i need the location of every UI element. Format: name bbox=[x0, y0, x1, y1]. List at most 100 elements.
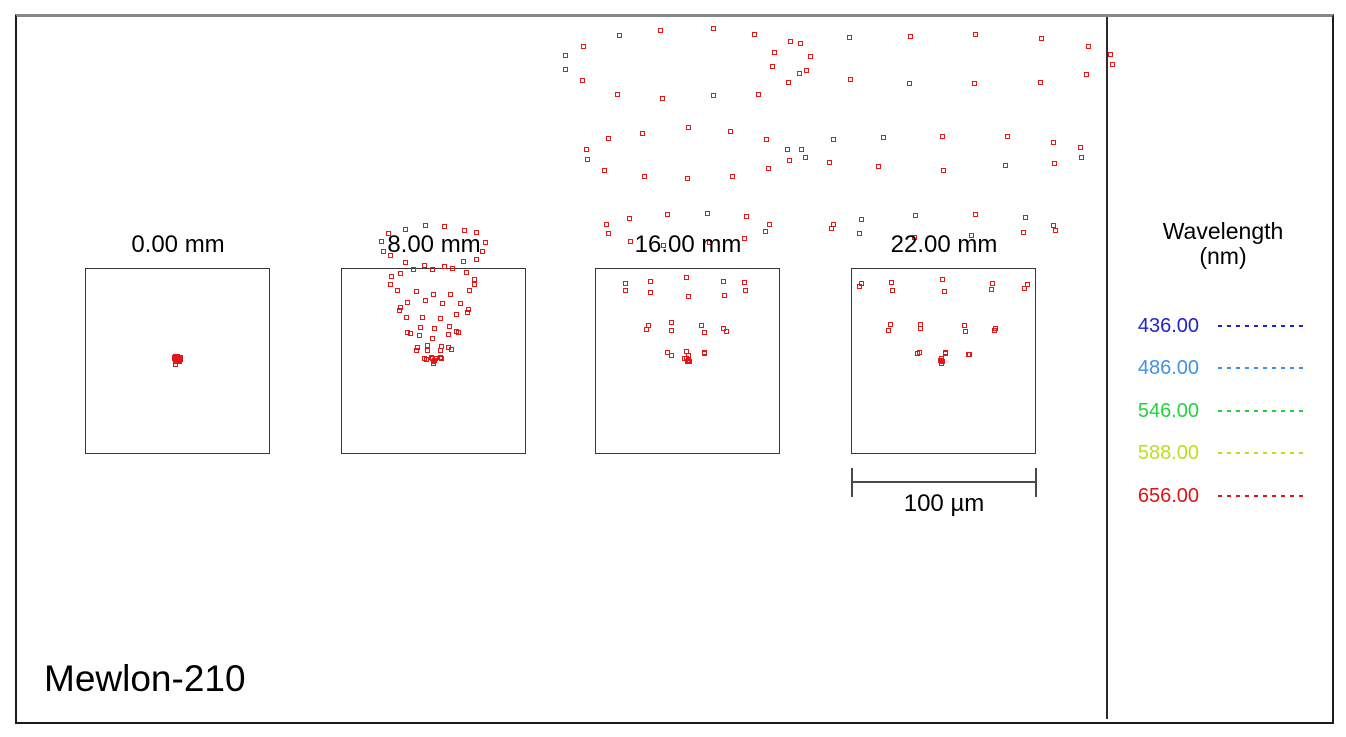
spot-dot bbox=[940, 359, 946, 365]
spot-dot bbox=[472, 282, 478, 288]
spot-dot bbox=[381, 248, 387, 254]
spot-dot bbox=[799, 147, 805, 153]
spot-dot bbox=[886, 328, 892, 333]
legend-entry-546: 546.00 bbox=[1117, 399, 1329, 423]
spot-dot bbox=[804, 67, 810, 73]
spot-dot bbox=[915, 350, 921, 356]
spot-dot bbox=[414, 345, 420, 351]
spot-dot bbox=[388, 273, 394, 279]
spot-dot bbox=[175, 358, 181, 363]
spot-dot bbox=[430, 291, 436, 297]
spot-dot bbox=[581, 43, 587, 49]
spot-dot bbox=[425, 348, 430, 354]
spot-dot bbox=[438, 355, 444, 361]
spot-dot bbox=[403, 227, 409, 233]
spot-dot bbox=[461, 258, 467, 264]
spot-dot bbox=[858, 216, 864, 222]
scale-bar-line bbox=[851, 481, 1037, 483]
spot-dot bbox=[972, 212, 978, 218]
spot-dot bbox=[422, 297, 428, 303]
spot-dot bbox=[797, 70, 803, 76]
spot-dot bbox=[722, 293, 728, 299]
spot-dot bbox=[395, 287, 400, 293]
spot-dot bbox=[425, 343, 431, 349]
spot-dot bbox=[474, 230, 479, 236]
spot-dot bbox=[1078, 144, 1084, 150]
spot-dot bbox=[423, 223, 429, 229]
legend-dash-line bbox=[1218, 367, 1307, 369]
spot-dot bbox=[880, 134, 886, 140]
field-label-0: 0.00 mm bbox=[131, 231, 225, 258]
spot-dot bbox=[1107, 52, 1113, 58]
spot-dot bbox=[404, 315, 410, 321]
spot-dot bbox=[1023, 215, 1028, 220]
legend-dash-line bbox=[1218, 452, 1307, 454]
spot-dot bbox=[627, 216, 633, 222]
spot-dot bbox=[741, 280, 747, 286]
spot-dot bbox=[1083, 72, 1089, 77]
spot-dot bbox=[456, 329, 462, 335]
spot-dot bbox=[1021, 285, 1027, 291]
spot-dot bbox=[907, 33, 913, 39]
legend-wavelength-value: 656.00 bbox=[1137, 485, 1199, 507]
spot-dot bbox=[828, 226, 834, 231]
legend-entry-486: 486.00 bbox=[1117, 356, 1329, 380]
spot-dot bbox=[417, 324, 423, 330]
spot-dot bbox=[439, 343, 445, 349]
spot-dot bbox=[972, 31, 978, 37]
spot-dot bbox=[1079, 154, 1085, 160]
spot-dot bbox=[741, 235, 747, 241]
spot-dot bbox=[831, 222, 837, 228]
spot-dot bbox=[876, 164, 882, 170]
spot-dot bbox=[562, 53, 568, 59]
spot-dot bbox=[1050, 139, 1056, 145]
spot-dot bbox=[647, 279, 653, 285]
spot-dot bbox=[772, 50, 778, 56]
spot-dot bbox=[755, 91, 761, 97]
spot-dot bbox=[429, 356, 435, 362]
legend-wavelength-value: 436.00 bbox=[1137, 315, 1199, 337]
plot-frame bbox=[15, 14, 1334, 724]
spot-dot bbox=[686, 125, 691, 131]
spot-dot bbox=[968, 232, 974, 238]
scale-bar-right-tick bbox=[1035, 468, 1037, 497]
spot-dot bbox=[912, 212, 918, 218]
spot-dot bbox=[684, 348, 690, 354]
spot-dot bbox=[482, 239, 488, 245]
spot-dot bbox=[601, 167, 607, 173]
spot-dot bbox=[402, 260, 408, 266]
spot-dot bbox=[385, 231, 391, 237]
legend-entry-588: 588.00 bbox=[1117, 441, 1329, 465]
spot-dot bbox=[658, 27, 663, 33]
spot-dot bbox=[1038, 35, 1044, 41]
spot-dot bbox=[847, 34, 853, 40]
spot-dot bbox=[659, 95, 665, 101]
legend-entry-436: 436.00 bbox=[1117, 314, 1329, 338]
spot-dot bbox=[888, 321, 894, 327]
reference-box-field-0 bbox=[85, 268, 270, 454]
spot-dot bbox=[407, 331, 413, 337]
spot-dot bbox=[942, 289, 948, 294]
spot-dot bbox=[808, 54, 814, 59]
spot-dot bbox=[627, 239, 633, 244]
spot-dot bbox=[989, 287, 995, 293]
spot-dot bbox=[457, 300, 463, 306]
spot-dot bbox=[604, 221, 610, 227]
spot-dot bbox=[584, 156, 590, 162]
legend-wavelength-value: 588.00 bbox=[1137, 442, 1199, 464]
spot-dot bbox=[826, 159, 832, 165]
spot-dot bbox=[643, 326, 649, 332]
spot-dot bbox=[724, 329, 730, 334]
spot-dot bbox=[440, 300, 446, 306]
spot-dot bbox=[668, 353, 674, 359]
spot-dot bbox=[751, 31, 757, 37]
spot-dot bbox=[941, 168, 947, 174]
spot-dot bbox=[702, 349, 707, 355]
spot-dot bbox=[446, 324, 452, 330]
spot-dot bbox=[763, 137, 769, 143]
legend-divider-line bbox=[1106, 17, 1108, 719]
spot-dot bbox=[441, 223, 447, 229]
legend-title: Wavelength (nm) bbox=[1117, 219, 1329, 269]
spot-dot bbox=[461, 228, 467, 234]
